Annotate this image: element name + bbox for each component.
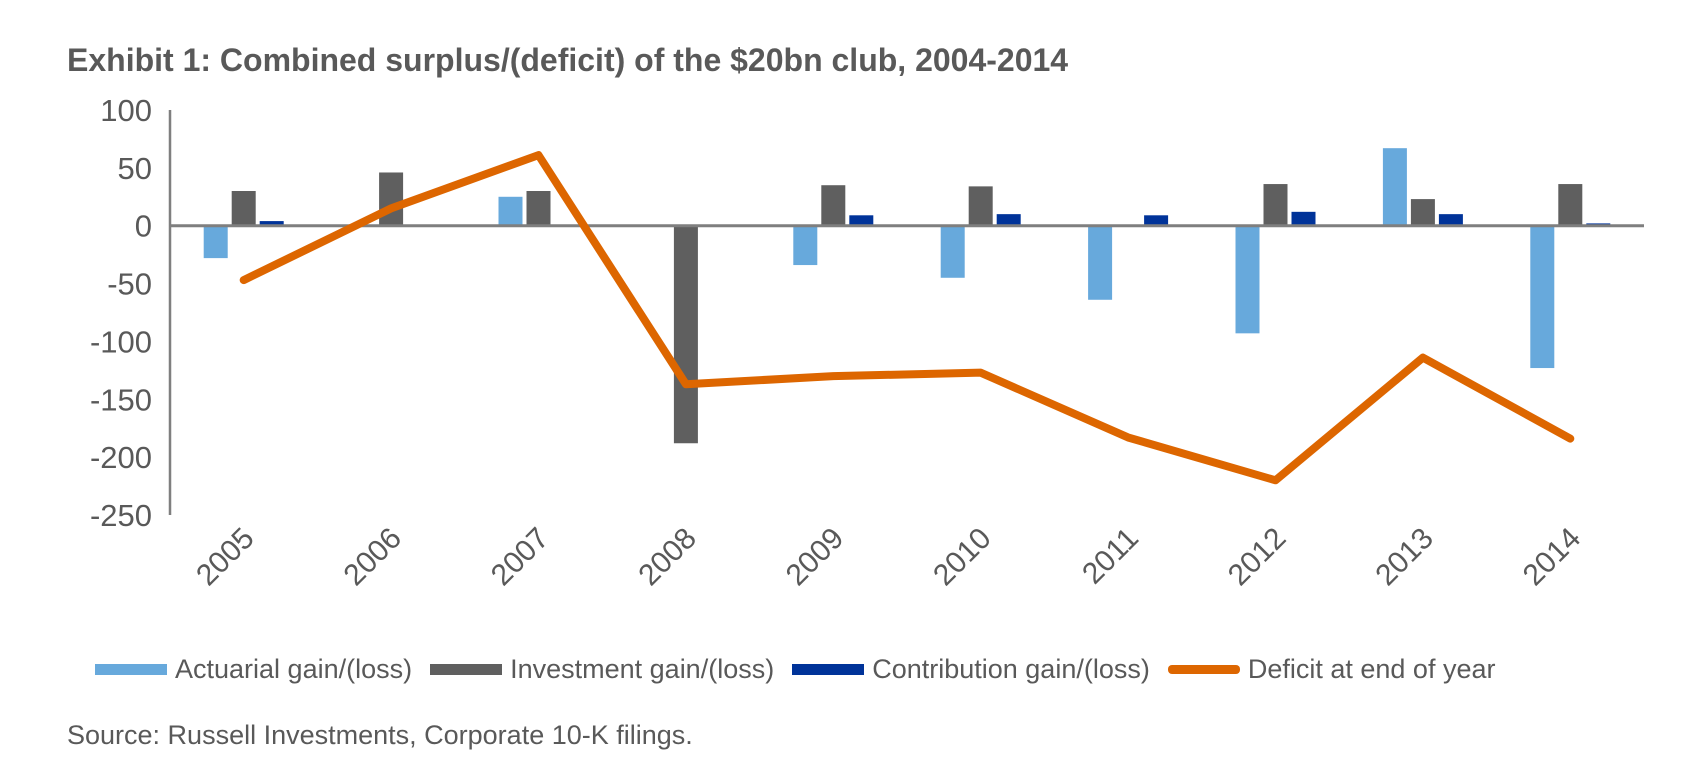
bar-actuarial-2013 — [1382, 148, 1407, 226]
bar-investment-2013 — [1410, 199, 1435, 226]
bar-actuarial-2014 — [1530, 225, 1555, 369]
x-tick-label: 2005 — [190, 522, 261, 593]
legend: Actuarial gain/(loss) Investment gain/(lo… — [95, 654, 1495, 685]
x-tick-label: 2014 — [1517, 522, 1588, 593]
y-tick-label: 0 — [135, 209, 152, 244]
bar-contribution-2009 — [849, 215, 874, 226]
legend-swatch — [95, 664, 167, 675]
bar-investment-2005 — [231, 191, 256, 226]
y-tick-label: -50 — [107, 267, 152, 302]
legend-label: Contribution gain/(loss) — [872, 654, 1150, 684]
bar-contribution-2013 — [1438, 214, 1463, 226]
y-tick-label: -200 — [90, 440, 152, 475]
y-tick-label: 100 — [100, 93, 152, 128]
chart-title: Exhibit 1: Combined surplus/(deficit) of… — [67, 42, 1069, 78]
line-deficit — [239, 151, 1575, 485]
legend-swatch — [430, 664, 503, 675]
x-tick-label: 2012 — [1222, 522, 1293, 593]
bar-actuarial-2011 — [1088, 225, 1113, 300]
legend-item: Actuarial gain/(loss) — [95, 654, 412, 685]
bar-actuarial-2009 — [793, 225, 818, 266]
x-tick-label: 2010 — [927, 522, 998, 593]
bar-actuarial-2012 — [1235, 225, 1260, 334]
x-tick-label: 2013 — [1369, 522, 1440, 593]
x-tick-label: 2011 — [1076, 522, 1145, 591]
x-tick-label: 2006 — [338, 522, 409, 593]
legend-label: Deficit at end of year — [1247, 654, 1496, 684]
legend-swatch — [1167, 665, 1240, 674]
x-tick-label: 2007 — [485, 522, 556, 593]
y-tick-label: 50 — [118, 151, 152, 186]
source-note: Source: Russell Investments, Corporate 1… — [67, 720, 693, 750]
bar-investment-2008 — [673, 225, 698, 444]
bar-contribution-2012 — [1291, 211, 1316, 226]
bar-contribution-2011 — [1144, 215, 1169, 226]
bar-investment-2009 — [821, 185, 846, 226]
bar-actuarial-2005 — [203, 225, 228, 259]
bar-investment-2014 — [1558, 184, 1583, 226]
bar-actuarial-2010 — [940, 225, 965, 278]
bar-investment-2010 — [968, 186, 993, 226]
x-tick-label: 2009 — [780, 522, 851, 593]
y-tick-label: -100 — [90, 324, 152, 359]
legend-label: Actuarial gain/(loss) — [175, 654, 413, 684]
legend-swatch — [792, 664, 865, 675]
y-tick-label: -250 — [90, 498, 152, 533]
bar-actuarial-2007 — [498, 196, 523, 226]
bar-contribution-2005 — [259, 221, 284, 226]
bar-investment-2007 — [526, 191, 551, 226]
legend-item: Contribution gain/(loss) — [792, 654, 1150, 685]
bar-contribution-2010 — [996, 214, 1021, 226]
legend-item: Deficit at end of year — [1167, 654, 1496, 685]
x-tick-label: 2008 — [632, 522, 703, 593]
legend-label: Investment gain/(loss) — [510, 654, 775, 684]
y-tick-label: -150 — [90, 382, 152, 417]
bar-investment-2006 — [379, 172, 404, 226]
bar-investment-2012 — [1263, 184, 1288, 226]
legend-item: Investment gain/(loss) — [430, 654, 774, 685]
